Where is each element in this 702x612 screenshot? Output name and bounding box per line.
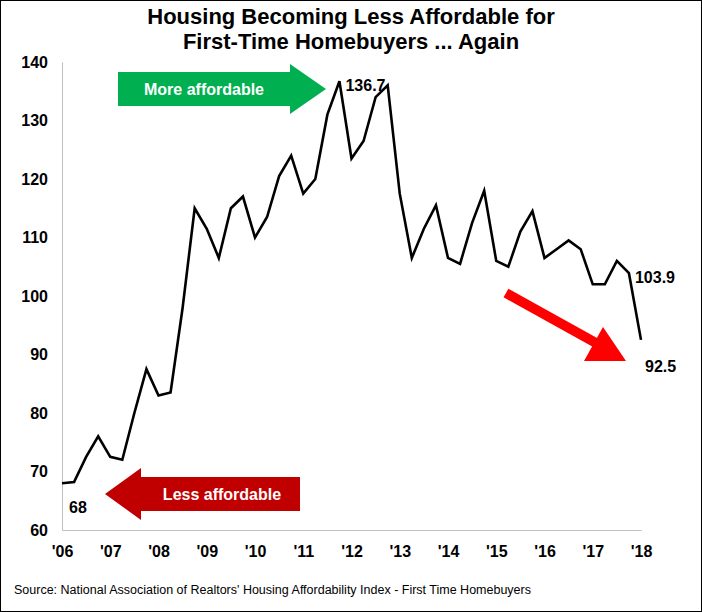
y-tick-label: 100 (21, 288, 48, 305)
chart: Housing Becoming Less Affordable forFirs… (0, 0, 702, 612)
x-tick: '13 (389, 530, 411, 560)
y-tick-label: 80 (30, 405, 48, 422)
annotation: Less affordable (163, 486, 281, 503)
title-line: Housing Becoming Less Affordable for (147, 4, 555, 29)
y-tick-label: 110 (22, 229, 48, 246)
frame (1, 1, 702, 612)
x-tick-label: '18 (631, 543, 653, 560)
value-label: 103.9 (635, 269, 675, 286)
x-tick: '11 (293, 530, 314, 560)
value-labels: 68 136.7 103.9 92.5 (69, 77, 676, 516)
title: Housing Becoming Less Affordable forFirs… (147, 4, 555, 54)
x-tick: '14 (438, 530, 460, 560)
annotations: More affordable Less affordable (105, 64, 626, 520)
line (62, 81, 641, 483)
x-tick: '09 (196, 530, 218, 560)
x-tick-label: '13 (389, 543, 411, 560)
x-tick-label: '17 (582, 543, 604, 560)
y-tick-label: 120 (21, 171, 48, 188)
y-tick: 70 (30, 463, 62, 480)
y-tick: 100 (21, 288, 62, 305)
y-tick: 110 (22, 229, 62, 246)
x-tick: '08 (148, 530, 170, 560)
x-tick-label: '11 (293, 543, 314, 560)
y-tick: 140 (21, 54, 62, 71)
x-tick: '16 (534, 530, 556, 560)
y-tick: 120 (21, 171, 62, 188)
y-tick: 80 (30, 405, 62, 422)
y-tick-label: 130 (21, 112, 48, 129)
y-tick: 130 (21, 112, 62, 129)
x-tick: '17 (582, 530, 604, 560)
right-arrow (118, 64, 326, 114)
y-tick: 60 (30, 522, 62, 539)
y-axis: 60 70 80 90 100 110 120 130 140 (21, 54, 62, 539)
y-tick-label: 60 (30, 522, 48, 539)
x-axis: '06 '07 '08 '09 '10 '11 '12 '13 '14 '15 '16 '17 '18 (52, 530, 653, 560)
x-tick-label: '14 (438, 543, 460, 560)
annotation: More affordable (144, 81, 264, 98)
x-tick-label: '07 (100, 543, 122, 560)
value-label: 68 (69, 499, 87, 516)
x-tick-label: '09 (196, 543, 218, 560)
x-tick: '12 (341, 530, 363, 560)
y-tick: 90 (30, 346, 62, 363)
x-axis-line (63, 530, 642, 531)
source: Source: National Association of Realtors… (14, 583, 531, 597)
x-tick: '10 (245, 530, 267, 560)
trend-arrow-head (584, 327, 626, 361)
x-tick: '07 (100, 530, 122, 560)
x-tick-label: '06 (52, 543, 74, 560)
left-arrow (105, 468, 300, 520)
value-label: 136.7 (345, 77, 385, 94)
plot-area (62, 81, 641, 483)
y-tick-label: 70 (30, 463, 48, 480)
x-tick: '18 (631, 530, 653, 560)
x-tick: '06 (52, 530, 74, 560)
y-tick-label: 90 (30, 346, 48, 363)
x-tick-label: '10 (245, 543, 267, 560)
x-tick: '15 (486, 530, 508, 560)
x-tick-label: '12 (341, 543, 363, 560)
title-line: First-Time Homebuyers ... Again (183, 29, 519, 54)
y-tick-label: 140 (21, 54, 48, 71)
x-tick-label: '16 (534, 543, 556, 560)
trend-arrow-shaft (506, 293, 596, 343)
y-axis-line (62, 63, 63, 531)
x-tick-label: '15 (486, 543, 508, 560)
value-label: 92.5 (645, 358, 676, 375)
x-tick-label: '08 (148, 543, 170, 560)
